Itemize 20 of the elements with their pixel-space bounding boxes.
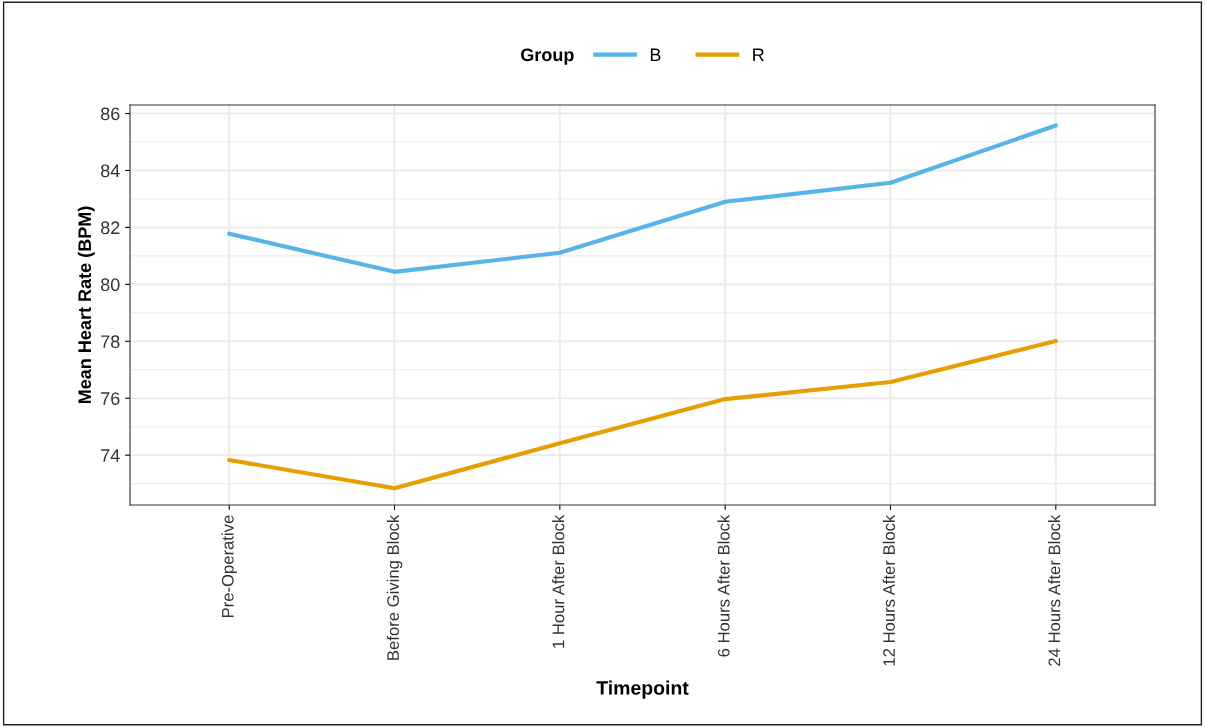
y-tick-label: 76 xyxy=(101,392,120,405)
y-tick-label: 80 xyxy=(100,278,120,292)
legend-title: Group xyxy=(520,48,574,65)
x-tick-label: 1 Hour After Block xyxy=(552,514,565,648)
legend-label: R xyxy=(753,48,764,61)
x-tick-label: Before Giving Block xyxy=(386,514,403,660)
x-axis-title: Timepoint xyxy=(596,680,689,699)
y-tick-label: 74 xyxy=(101,449,120,462)
line-series xyxy=(227,338,1058,491)
y-tick-label: 78 xyxy=(101,335,120,349)
x-tick-label: 12 Hours After Block xyxy=(882,514,895,666)
line-series xyxy=(227,123,1058,274)
x-tick-label: 6 Hours After Block xyxy=(717,514,730,657)
y-axis-title: Mean Heart Rate (BPM) xyxy=(77,206,95,404)
y-tick-label: 82 xyxy=(100,221,120,235)
y-tick-label: 86 xyxy=(100,107,120,121)
legend-label: B xyxy=(650,48,661,61)
x-tick-label: Pre-Operative xyxy=(221,515,237,618)
y-tick-label: 84 xyxy=(100,164,120,178)
x-tick-label: 24 Hours After Block xyxy=(1048,514,1061,666)
